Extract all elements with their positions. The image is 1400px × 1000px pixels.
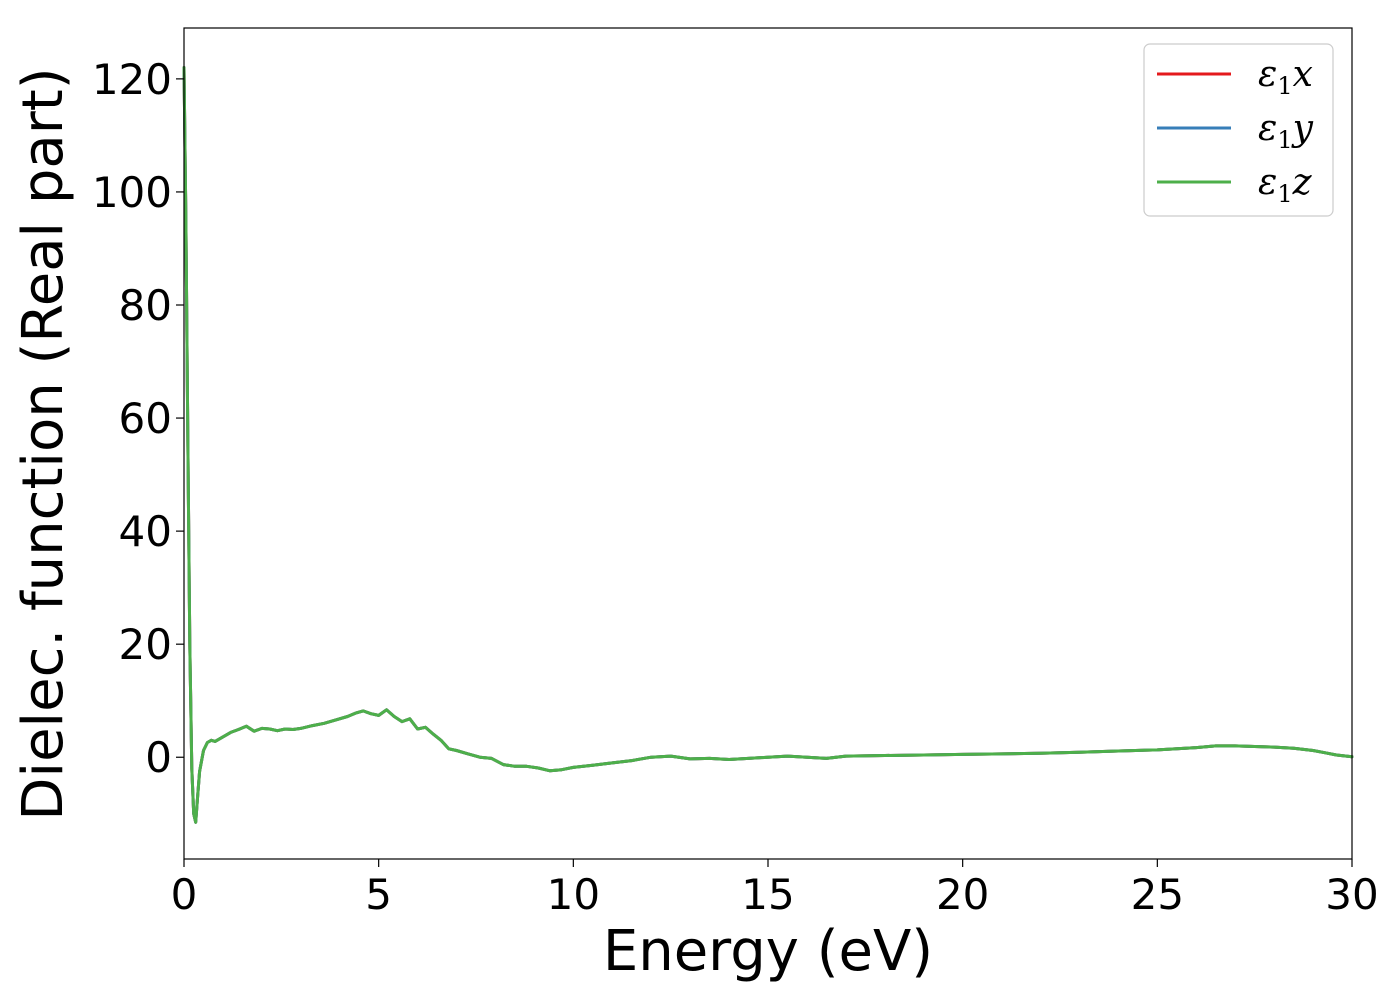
legend-label-y: ε1y: [1258, 108, 1314, 154]
y-axis-ticks: 0 20 40 60 80 100 120: [92, 55, 184, 782]
x-tick-label: 5: [365, 870, 392, 919]
y-tick-label: 120: [92, 55, 172, 104]
legend: ε1x ε1y ε1z: [1143, 43, 1334, 217]
y-axis-label: Dielec. function (Real part): [11, 67, 76, 820]
y-tick-label: 20: [119, 620, 172, 669]
y-tick-label: 80: [119, 281, 172, 330]
y-tick-label: 40: [119, 507, 172, 556]
legend-label-x: ε1x: [1258, 54, 1313, 100]
x-axis-label: Energy (eV): [603, 919, 933, 984]
x-tick-label: 25: [1131, 870, 1184, 919]
y-tick-label: 100: [92, 168, 172, 217]
y-tick-label: 0: [145, 733, 172, 782]
x-tick-label: 20: [936, 870, 989, 919]
x-tick-label: 0: [171, 870, 198, 919]
y-tick-label: 60: [119, 394, 172, 443]
legend-frame: [1143, 43, 1334, 217]
series-line-3: [182, 66, 1354, 824]
x-tick-label: 15: [741, 870, 794, 919]
x-axis-ticks: 0 5 10 15 20 25 30: [171, 859, 1379, 919]
x-tick-label: 10: [547, 870, 600, 919]
series-lines: [182, 66, 1354, 824]
x-tick-label: 30: [1325, 870, 1378, 919]
legend-label-z: ε1z: [1258, 162, 1313, 208]
